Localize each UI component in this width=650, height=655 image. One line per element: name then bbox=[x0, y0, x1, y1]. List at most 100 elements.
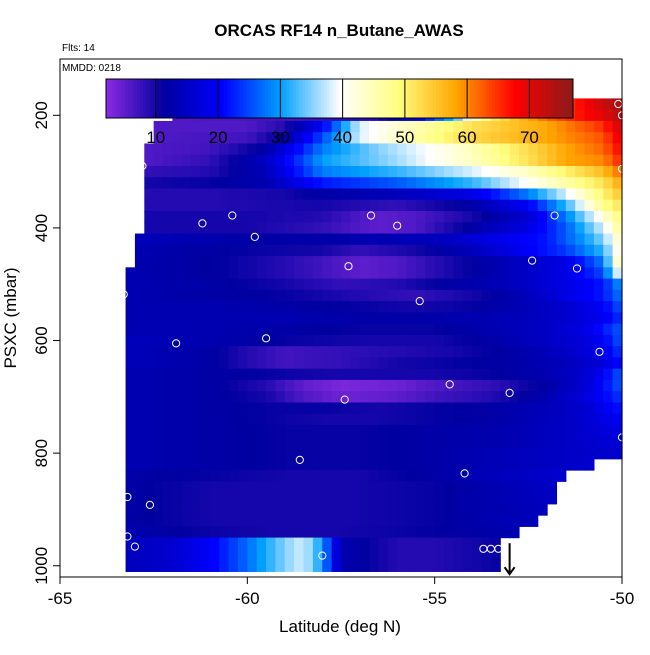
heatmap-cell bbox=[172, 402, 183, 415]
heatmap-cell bbox=[415, 503, 426, 516]
heatmap-cell bbox=[425, 199, 436, 212]
heatmap-cell bbox=[603, 447, 614, 460]
heatmap-cell bbox=[322, 391, 333, 404]
heatmap-cell bbox=[163, 132, 173, 145]
heatmap-cell bbox=[322, 244, 333, 257]
heatmap-cell bbox=[481, 470, 492, 482]
heatmap-cell bbox=[397, 334, 408, 347]
heatmap-cell bbox=[537, 458, 548, 471]
heatmap-cell bbox=[444, 537, 454, 550]
heatmap-cell bbox=[275, 447, 286, 460]
heatmap-cell bbox=[528, 233, 539, 246]
heatmap-cell bbox=[219, 233, 230, 246]
heatmap-cell bbox=[256, 165, 267, 178]
colorbar-segment bbox=[177, 79, 182, 118]
heatmap-cell bbox=[537, 289, 548, 302]
heatmap-cell bbox=[509, 515, 520, 527]
heatmap-cell bbox=[490, 143, 501, 156]
heatmap-cell bbox=[266, 312, 277, 325]
heatmap-cell bbox=[331, 379, 342, 392]
heatmap-cell bbox=[518, 503, 529, 516]
heatmap-cell bbox=[191, 222, 202, 235]
heatmap-cell bbox=[575, 289, 586, 302]
heatmap-cell bbox=[425, 154, 436, 167]
heatmap-cell bbox=[275, 278, 286, 291]
heatmap-cell bbox=[341, 177, 351, 190]
heatmap-cell bbox=[191, 515, 202, 527]
heatmap-cell bbox=[509, 143, 520, 156]
heatmap-cell bbox=[472, 470, 483, 482]
heatmap-cell bbox=[322, 301, 333, 313]
heatmap-cell bbox=[153, 120, 164, 133]
heatmap-cell bbox=[472, 154, 483, 167]
heatmap-cell bbox=[191, 436, 202, 449]
heatmap-cell bbox=[472, 199, 483, 212]
colorbar-segment bbox=[355, 79, 359, 118]
heatmap-cell bbox=[481, 537, 492, 550]
heatmap-cell bbox=[172, 503, 183, 516]
heatmap-cell bbox=[144, 548, 155, 561]
heatmap-cell bbox=[284, 537, 295, 550]
heatmap-cell bbox=[584, 458, 595, 471]
heatmap-cell bbox=[378, 379, 389, 392]
heatmap-cell bbox=[322, 560, 333, 572]
colorbar-segment bbox=[457, 79, 462, 118]
colorbar-segment bbox=[495, 79, 499, 118]
colorbar-segment bbox=[429, 79, 434, 118]
heatmap-cell bbox=[350, 424, 361, 437]
heatmap-cell bbox=[547, 402, 558, 415]
data-marker bbox=[250, 232, 259, 241]
heatmap-cell bbox=[575, 165, 586, 178]
heatmap-cell bbox=[415, 492, 426, 505]
heatmap-cell bbox=[556, 199, 567, 212]
data-marker bbox=[318, 551, 327, 560]
heatmap-cell bbox=[369, 334, 380, 347]
heatmap-cell bbox=[266, 436, 277, 449]
heatmap-cell bbox=[312, 413, 323, 426]
heatmap-cell bbox=[228, 436, 239, 449]
heatmap-cell bbox=[181, 379, 192, 392]
heatmap-cell bbox=[565, 211, 576, 223]
heatmap-cell bbox=[518, 222, 529, 235]
heatmap-cell bbox=[275, 379, 286, 392]
heatmap-cell bbox=[500, 402, 511, 415]
heatmap-cell bbox=[575, 301, 586, 313]
heatmap-cell bbox=[378, 165, 389, 178]
heatmap-cell bbox=[256, 413, 267, 426]
heatmap-cell bbox=[284, 222, 295, 235]
heatmap-cell bbox=[444, 436, 454, 449]
heatmap-cell bbox=[181, 436, 192, 449]
heatmap-cell bbox=[181, 177, 192, 190]
heatmap-cell bbox=[191, 188, 202, 201]
heatmap-cell bbox=[144, 346, 155, 359]
heatmap-cell bbox=[200, 222, 211, 235]
heatmap-cell bbox=[593, 177, 604, 190]
heatmap-cell bbox=[369, 526, 380, 539]
heatmap-cell bbox=[462, 278, 473, 291]
colorbar-tick-label: 20 bbox=[209, 128, 228, 147]
heatmap-cell bbox=[472, 177, 483, 190]
heatmap-cell bbox=[481, 143, 492, 156]
heatmap-cell bbox=[359, 560, 370, 572]
heatmap-cell bbox=[341, 526, 351, 539]
heatmap-cell bbox=[341, 289, 351, 302]
heatmap-cell bbox=[322, 413, 333, 426]
heatmap-cell bbox=[247, 560, 258, 572]
heatmap-cell bbox=[537, 413, 548, 426]
heatmap-cell bbox=[247, 256, 258, 268]
heatmap-cell bbox=[312, 222, 323, 235]
heatmap-cell bbox=[209, 346, 220, 359]
heatmap-cell bbox=[518, 211, 529, 223]
heatmap-cell bbox=[406, 301, 417, 313]
heatmap-cell bbox=[387, 458, 398, 471]
heatmap-cell bbox=[490, 334, 501, 347]
heatmap-cell bbox=[556, 132, 567, 145]
heatmap-cell bbox=[481, 515, 492, 527]
heatmap-cell bbox=[603, 233, 614, 246]
heatmap-cell bbox=[575, 143, 586, 156]
heatmap-cell bbox=[172, 132, 183, 145]
heatmap-cell bbox=[425, 436, 436, 449]
heatmap-cell bbox=[191, 357, 202, 370]
heatmap-cell bbox=[472, 526, 483, 539]
colorbar-segment bbox=[464, 79, 468, 118]
